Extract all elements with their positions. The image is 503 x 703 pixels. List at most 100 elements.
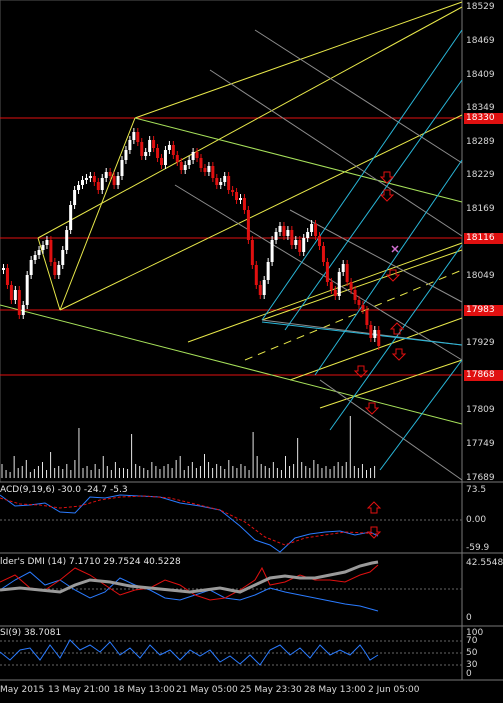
candle-body[interactable] — [132, 132, 136, 140]
rsi-panel[interactable] — [0, 639, 462, 666]
candle-body[interactable] — [345, 264, 349, 282]
candle-body[interactable] — [195, 152, 199, 158]
candle-body[interactable] — [96, 182, 100, 190]
candle-body[interactable] — [41, 245, 45, 250]
candle-body[interactable] — [250, 240, 254, 265]
candle-body[interactable] — [278, 226, 282, 232]
candle-body[interactable] — [116, 176, 120, 185]
candle-body[interactable] — [128, 140, 132, 150]
trend-line[interactable] — [37, 6, 463, 239]
candle-body[interactable] — [318, 236, 321, 246]
candle-body[interactable] — [306, 232, 310, 238]
candle-body[interactable] — [160, 158, 163, 165]
horizontal-levels[interactable] — [0, 117, 462, 376]
trend-line[interactable] — [244, 269, 463, 361]
candle-body[interactable] — [37, 250, 41, 255]
candle-body[interactable] — [211, 166, 215, 178]
trend-line[interactable] — [261, 249, 463, 321]
candle-body[interactable] — [262, 280, 266, 295]
trend-line[interactable] — [134, 1, 463, 119]
candle-body[interactable] — [5, 268, 9, 285]
candle-body[interactable] — [219, 182, 223, 185]
candle-body[interactable] — [203, 168, 207, 172]
candle-body[interactable] — [321, 246, 325, 262]
candle-body[interactable] — [353, 290, 357, 300]
trend-line[interactable] — [261, 29, 463, 321]
trend-line[interactable] — [209, 69, 463, 237]
candle-body[interactable] — [270, 240, 274, 262]
candle-body[interactable] — [120, 160, 124, 176]
candle-body[interactable] — [140, 142, 144, 156]
candle-body[interactable] — [84, 178, 88, 180]
candle-body[interactable] — [349, 282, 353, 290]
candle-body[interactable] — [49, 240, 53, 262]
trend-line-green[interactable] — [134, 117, 463, 203]
candle-body[interactable] — [108, 172, 112, 176]
candle-body[interactable] — [9, 285, 13, 300]
trend-line[interactable] — [319, 359, 463, 409]
trend-line[interactable] — [284, 79, 463, 331]
candle-body[interactable] — [329, 282, 333, 290]
trend-line[interactable] — [37, 237, 61, 311]
candle-body[interactable] — [310, 224, 314, 232]
candle-body[interactable] — [294, 240, 298, 245]
candle-body[interactable] — [69, 205, 73, 230]
candle-body[interactable] — [53, 262, 57, 275]
macd-panel[interactable] — [0, 494, 462, 553]
candle-body[interactable] — [88, 176, 92, 178]
arrow-up-icon[interactable] — [389, 322, 405, 335]
arrow-down-icon[interactable] — [391, 348, 407, 361]
trend-line[interactable] — [319, 379, 463, 481]
candle-body[interactable] — [365, 310, 369, 325]
candlesticks[interactable] — [2, 128, 381, 350]
candle-body[interactable] — [183, 165, 187, 170]
pitchfork-grey[interactable] — [174, 29, 463, 481]
pitchfork-cyan[interactable] — [261, 29, 463, 471]
arrow-down-icon[interactable] — [364, 402, 380, 415]
candle-body[interactable] — [235, 192, 239, 200]
candle-body[interactable] — [357, 300, 361, 305]
candle-body[interactable] — [377, 330, 381, 346]
candle-body[interactable] — [223, 176, 227, 182]
trend-line[interactable] — [187, 242, 463, 343]
candle-body[interactable] — [2, 268, 5, 270]
candle-body[interactable] — [302, 238, 306, 252]
candle-body[interactable] — [92, 176, 96, 182]
candle-body[interactable] — [333, 290, 337, 296]
candle-body[interactable] — [361, 305, 365, 310]
candle-body[interactable] — [77, 185, 81, 190]
candle-body[interactable] — [61, 250, 65, 265]
candle-body[interactable] — [124, 150, 128, 160]
candle-body[interactable] — [29, 260, 33, 275]
candle-body[interactable] — [274, 232, 278, 240]
trend-line[interactable] — [254, 29, 463, 164]
candle-body[interactable] — [325, 262, 329, 282]
candle-body[interactable] — [231, 190, 235, 192]
candle-body[interactable] — [187, 160, 191, 165]
candle-body[interactable] — [65, 230, 69, 250]
candle-body[interactable] — [282, 226, 286, 236]
candle-body[interactable] — [25, 275, 29, 305]
candle-body[interactable] — [227, 176, 231, 190]
trend-line[interactable] — [379, 359, 463, 471]
trend-line[interactable] — [261, 321, 463, 346]
candle-body[interactable] — [242, 198, 246, 210]
trend-line-green[interactable] — [0, 304, 463, 425]
candle-body[interactable] — [81, 180, 84, 185]
candle-body[interactable] — [57, 265, 61, 275]
candle-body[interactable] — [175, 155, 179, 162]
arrow-down-icon[interactable] — [353, 365, 369, 378]
candle-body[interactable] — [266, 262, 270, 280]
candle-body[interactable] — [171, 145, 175, 155]
arrow-markers[interactable] — [353, 171, 407, 415]
candle-body[interactable] — [21, 305, 25, 315]
trend-line[interactable] — [59, 117, 136, 311]
candle-body[interactable] — [199, 158, 203, 168]
candle-body[interactable] — [33, 255, 37, 260]
candle-body[interactable] — [246, 210, 250, 240]
candle-body[interactable] — [207, 166, 211, 172]
candle-body[interactable] — [163, 150, 167, 165]
candle-body[interactable] — [254, 265, 258, 285]
candle-body[interactable] — [373, 330, 377, 338]
